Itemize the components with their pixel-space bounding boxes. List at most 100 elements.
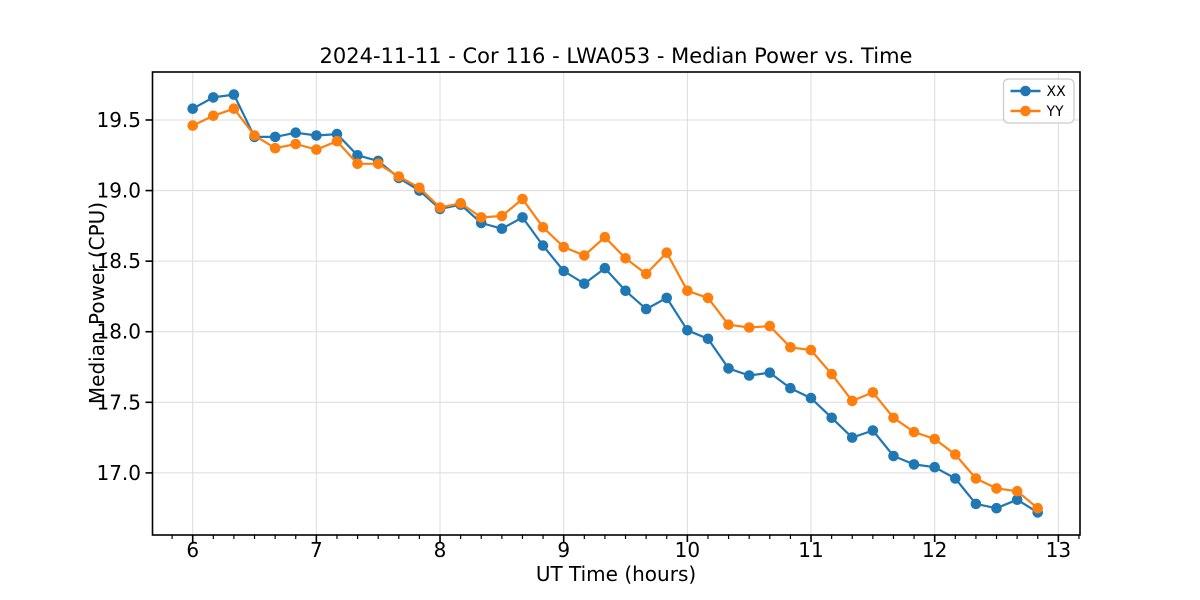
- data-point-xx: [352, 150, 363, 161]
- data-point-xx: [269, 131, 281, 143]
- data-point-xx: [228, 89, 240, 100]
- data-point-yy: [970, 473, 982, 484]
- x-tick-label: 13: [1046, 538, 1071, 562]
- data-point-yy: [785, 342, 796, 353]
- data-point-xx: [723, 363, 734, 374]
- data-point-yy: [537, 222, 549, 233]
- data-point-xx: [950, 473, 961, 484]
- data-point-xx: [290, 127, 302, 138]
- y-tick-label: 18.0: [96, 320, 141, 344]
- data-point-yy: [743, 322, 755, 333]
- data-point-xx: [496, 223, 508, 234]
- data-point-yy: [682, 285, 693, 297]
- data-point-yy: [702, 292, 714, 304]
- data-point-yy: [620, 252, 631, 264]
- data-point-yy: [290, 138, 302, 150]
- data-point-yy: [331, 135, 343, 147]
- data-point-yy: [764, 320, 776, 332]
- data-point-xx: [846, 432, 858, 443]
- data-point-yy: [929, 433, 940, 445]
- x-tick-label: 6: [186, 538, 199, 562]
- data-point-xx: [805, 392, 817, 404]
- data-point-yy: [579, 250, 590, 261]
- data-point-xx: [187, 103, 198, 114]
- data-point-xx: [682, 325, 693, 336]
- data-point-xx: [702, 333, 714, 345]
- legend-marker: [1020, 105, 1031, 117]
- y-tick-label: 17.5: [96, 390, 141, 414]
- data-point-xx: [826, 412, 837, 424]
- data-point-xx: [908, 459, 920, 470]
- x-tick-label: 7: [310, 538, 323, 562]
- data-point-yy: [455, 198, 467, 209]
- data-point-xx: [640, 303, 652, 315]
- x-axis-title: UT Time (hours): [535, 562, 697, 586]
- data-point-yy: [352, 158, 363, 170]
- data-point-yy: [187, 120, 198, 131]
- data-point-yy: [269, 142, 281, 154]
- data-point-xx: [537, 240, 549, 251]
- data-point-xx: [888, 450, 899, 462]
- data-point-yy: [1032, 502, 1043, 514]
- x-tick-label: 8: [434, 538, 447, 562]
- y-tick-label: 19.0: [96, 179, 141, 203]
- y-tick-label: 18.5: [96, 249, 141, 273]
- data-point-yy: [846, 395, 858, 407]
- data-point-yy: [517, 193, 528, 205]
- data-point-yy: [888, 412, 899, 424]
- data-point-xx: [764, 367, 776, 379]
- data-point-yy: [496, 210, 508, 222]
- data-point-yy: [640, 268, 652, 280]
- y-tick-label: 19.5: [96, 108, 141, 132]
- data-point-xx: [785, 382, 796, 394]
- data-point-xx: [599, 262, 611, 274]
- data-point-yy: [393, 171, 405, 182]
- chart-title: 2024-11-11 - Cor 116 - LWA053 - Median P…: [319, 44, 913, 68]
- data-point-yy: [372, 158, 384, 170]
- data-point-yy: [414, 182, 425, 194]
- data-point-yy: [228, 103, 240, 114]
- data-point-xx: [558, 265, 569, 277]
- x-tick-label: 11: [798, 538, 823, 562]
- data-point-xx: [743, 370, 755, 381]
- data-point-yy: [1011, 485, 1023, 497]
- legend-label: YY: [1046, 104, 1065, 120]
- y-tick-label: 17.0: [96, 461, 141, 485]
- data-point-yy: [249, 130, 260, 141]
- data-point-yy: [908, 426, 920, 438]
- data-point-xx: [970, 498, 982, 510]
- data-point-yy: [723, 319, 734, 331]
- data-point-xx: [620, 285, 631, 297]
- data-point-xx: [991, 502, 1002, 514]
- data-point-xx: [208, 92, 219, 103]
- data-point-xx: [1011, 494, 1023, 506]
- legend-label: XX: [1047, 84, 1067, 100]
- data-point-xx: [579, 278, 590, 290]
- data-point-yy: [558, 241, 569, 253]
- data-point-xx: [517, 212, 528, 223]
- data-point-yy: [475, 212, 487, 223]
- data-point-xx: [867, 425, 879, 436]
- series-line-xx: [191, 93, 1039, 514]
- data-point-xx: [661, 292, 672, 304]
- data-point-yy: [991, 483, 1002, 494]
- data-point-yy: [950, 449, 961, 460]
- data-point-yy: [599, 231, 611, 243]
- data-point-yy: [434, 202, 446, 213]
- data-point-xx: [929, 461, 940, 473]
- series-line-yy: [191, 107, 1039, 510]
- data-point-yy: [805, 344, 817, 356]
- x-tick-label: 12: [922, 538, 947, 562]
- axes-spines: [151, 71, 1081, 536]
- data-point-yy: [826, 368, 837, 380]
- data-point-yy: [661, 247, 672, 258]
- data-point-yy: [867, 387, 879, 398]
- x-tick-label: 10: [675, 538, 700, 562]
- x-tick-label: 9: [557, 538, 570, 562]
- data-point-yy: [208, 110, 219, 122]
- data-point-xx: [311, 130, 322, 141]
- legend-marker: [1020, 85, 1031, 97]
- data-point-yy: [311, 144, 322, 155]
